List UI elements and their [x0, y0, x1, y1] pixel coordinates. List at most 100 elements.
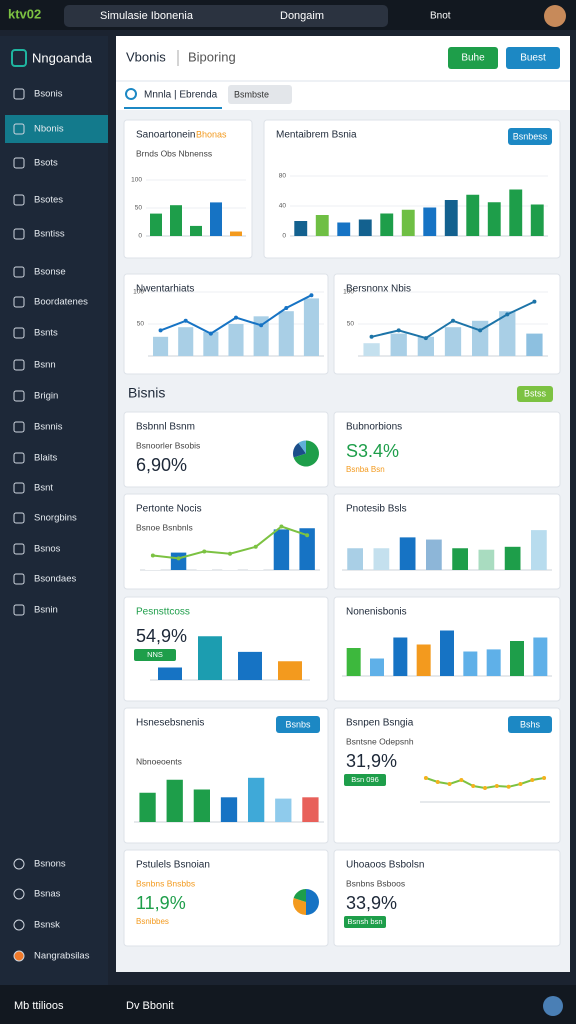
- bottom-avatar[interactable]: [543, 996, 563, 1016]
- line-point: [423, 336, 428, 341]
- bar: [416, 644, 431, 676]
- bar: [444, 200, 458, 236]
- card-title: Pnotesib Bsls: [346, 504, 407, 515]
- donut-slice: [293, 897, 306, 915]
- nav-item[interactable]: Bsnnis: [34, 422, 63, 433]
- y-tick-label: 40: [279, 203, 287, 210]
- bar: [238, 651, 262, 680]
- nav-item[interactable]: Nbonis: [34, 124, 64, 135]
- nav-item[interactable]: Blaits: [34, 453, 57, 464]
- bar: [444, 327, 462, 356]
- card-title: Bubnorbions: [346, 422, 402, 433]
- y-tick-label: 0: [282, 233, 286, 240]
- header-button[interactable]: [506, 47, 560, 69]
- nav-item[interactable]: Bsnn: [34, 360, 56, 371]
- card-title: Mentaibrem Bsnia: [276, 130, 357, 141]
- bar: [370, 658, 384, 676]
- tag-label: Bsnsh bsn: [347, 917, 382, 926]
- section-button[interactable]: [517, 386, 553, 402]
- card: [333, 707, 561, 844]
- nav-icon: [13, 228, 25, 240]
- line-point: [483, 786, 487, 790]
- y-tick-label: 100: [133, 289, 144, 296]
- bar: [401, 209, 415, 236]
- nav-active: [5, 115, 108, 143]
- bar: [423, 207, 437, 236]
- bar: [294, 221, 308, 236]
- nav-item[interactable]: Bsots: [34, 158, 58, 169]
- nav-item[interactable]: Bsnons: [34, 859, 66, 870]
- tag: [134, 649, 176, 661]
- section-title: Bisnis: [128, 385, 165, 401]
- nav-item[interactable]: Brigin: [34, 391, 58, 402]
- line-point: [259, 323, 264, 328]
- line-point: [369, 334, 374, 339]
- nav-item[interactable]: Bsnt: [34, 483, 53, 494]
- bar: [504, 546, 521, 570]
- nav-item[interactable]: Bsonse: [34, 267, 66, 278]
- nav-icon: [13, 296, 25, 308]
- bar: [145, 564, 161, 570]
- nav-item[interactable]: Bsondaes: [34, 574, 77, 585]
- card-button[interactable]: [508, 128, 552, 145]
- nav-item[interactable]: Bsotes: [34, 195, 63, 206]
- card: [333, 411, 561, 488]
- card-title: Bsnpen Bsngia: [346, 718, 414, 729]
- bar: [228, 324, 244, 356]
- bar: [426, 539, 442, 570]
- avatar[interactable]: [544, 5, 566, 27]
- line-point: [183, 318, 188, 323]
- bar: [273, 529, 290, 570]
- card-button-label: Bshs: [520, 719, 541, 729]
- line-point: [305, 533, 310, 538]
- address-bar[interactable]: [64, 5, 388, 27]
- card-button[interactable]: [276, 716, 320, 733]
- line-point: [150, 553, 155, 558]
- nav-icon: [13, 604, 25, 616]
- nav-icon: [13, 390, 25, 402]
- line-point: [518, 782, 523, 786]
- dropdown[interactable]: [228, 85, 292, 104]
- line-point: [208, 331, 213, 336]
- nav-item[interactable]: Boordatenes: [34, 297, 88, 308]
- kpi-value: 6,90%: [136, 455, 187, 475]
- bottom-left: Mb ttilioos: [14, 1000, 64, 1012]
- nav-item[interactable]: Bsnts: [34, 328, 58, 339]
- nav-icon: [13, 421, 25, 433]
- line-point: [253, 544, 258, 549]
- y-tick-label: 50: [347, 321, 355, 328]
- line-point: [423, 776, 428, 780]
- line-point: [279, 524, 284, 529]
- nav-item[interactable]: Bsntiss: [34, 229, 65, 240]
- card: [123, 119, 253, 259]
- nav-item[interactable]: Nangrabsilas: [34, 951, 90, 962]
- tab-active[interactable]: Mnnla | Ebrenda: [144, 90, 218, 101]
- line-point: [176, 556, 181, 561]
- bar: [452, 548, 468, 570]
- bar: [303, 298, 319, 356]
- bar: [399, 537, 416, 570]
- header-button[interactable]: [448, 47, 498, 69]
- nav-icon: [13, 858, 25, 870]
- nav-item[interactable]: Bsonis: [34, 89, 63, 100]
- card-button-label: Bsnbess: [513, 131, 548, 141]
- line-point: [228, 551, 232, 556]
- card-subtitle: Bsnoe Bsnbnls: [136, 522, 193, 532]
- header-subtitle: Biporing: [188, 49, 236, 64]
- nav-item[interactable]: Bsnsk: [34, 920, 60, 931]
- nav-item[interactable]: Snorgbins: [34, 513, 77, 524]
- brand-icon: [11, 49, 27, 67]
- nav-item[interactable]: Bsnin: [34, 605, 58, 616]
- card-badge: Bhonas: [196, 129, 227, 139]
- tag-label: NNS: [147, 650, 163, 659]
- bar: [170, 205, 182, 236]
- line-point: [478, 328, 483, 333]
- nav-icon: [13, 157, 25, 169]
- card-button[interactable]: [508, 716, 552, 733]
- tag: [344, 774, 386, 786]
- line-point: [542, 776, 547, 780]
- nav-item[interactable]: Bsnas: [34, 889, 61, 900]
- card-title: Nwentarhiats: [136, 284, 194, 295]
- nav-item[interactable]: Bsnos: [34, 544, 61, 555]
